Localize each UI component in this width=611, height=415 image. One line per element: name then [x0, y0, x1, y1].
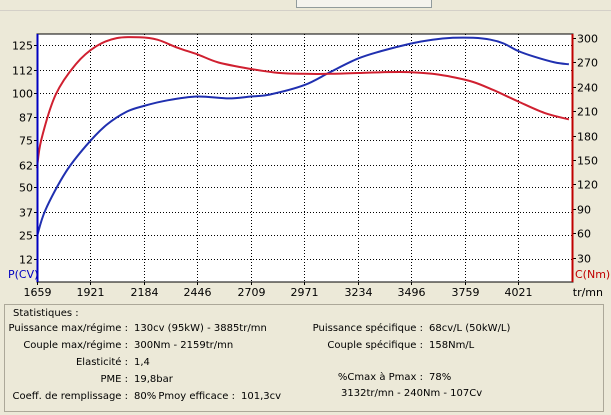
stat-label: Puissance spécifique :	[312, 323, 423, 334]
stat-label: Puissance max/régime :	[8, 323, 128, 334]
y-left-tick-label: 12	[19, 254, 33, 267]
x-tick-label: 2971	[291, 286, 319, 299]
stat-value: 1,4	[134, 357, 150, 368]
stat-row-left-4: Coeff. de remplissage : 80% Pmoy efficac…	[5, 391, 305, 405]
x-tick-label: 4021	[505, 286, 533, 299]
x-tick-label: 3496	[398, 286, 426, 299]
stat-label: Elasticité :	[75, 357, 128, 368]
y-left-tick-label: 112	[12, 65, 33, 78]
stat-value: 19,8bar	[134, 374, 173, 385]
y-right-tick-label: 300	[577, 33, 598, 46]
stat-row-right-3: 3132tr/mn - 240Nm - 107Cv	[305, 388, 601, 402]
y-right-tick-label: 30	[577, 253, 591, 266]
y-left-tick-label: 37	[19, 207, 33, 220]
y-right-tick-label: 210	[577, 106, 598, 119]
stat-label: Couple spécifique :	[327, 340, 423, 351]
stat-value: 158Nm/L	[429, 340, 475, 351]
x-tick-label: 2709	[238, 286, 266, 299]
x-tick-label: 1659	[24, 286, 52, 299]
y-left-tick-label: 25	[19, 230, 33, 243]
stat-value-extra: 3132tr/mn - 240Nm - 107Cv	[341, 388, 483, 399]
stat-value: 300Nm - 2159tr/mn	[134, 340, 234, 351]
stat-row-left-3: PME : 19,8bar	[5, 374, 305, 388]
y-right-tick-label: 90	[577, 204, 591, 217]
x-tick-label: 2446	[184, 286, 212, 299]
y-right-tick-label: 240	[577, 82, 598, 95]
stat-row-right-2: %Cmax à Pmax : 78%	[305, 372, 601, 386]
stat-value: 68cv/L (50kW/L)	[429, 323, 511, 334]
x-tick-label: 1921	[77, 286, 105, 299]
y-right-tick-label: 150	[577, 155, 598, 168]
dyno-chart: 12 25 37 50 62 75 87 100 112 125 30 60 90 120 150 180 21…	[8, 33, 610, 300]
stat-value: 130cv (95kW) - 3885tr/mn	[134, 323, 267, 334]
stat-label: Couple max/régime :	[23, 340, 128, 351]
stat-label: Coeff. de remplissage :	[12, 391, 128, 402]
x-tick-label: 3234	[345, 286, 373, 299]
pmoy-value: 101,3cv	[241, 391, 282, 402]
stat-value: 78%	[429, 372, 452, 383]
y-left-tick-label: 50	[19, 182, 33, 195]
y-left-tick-label: 62	[19, 160, 33, 173]
y-right-tick-label: 60	[577, 228, 591, 241]
stat-row-left-2: Elasticité : 1,4	[5, 357, 305, 371]
y-left-tick-label: 87	[19, 112, 33, 125]
y-left-tick-label: 125	[12, 40, 33, 53]
stat-value: 80%	[134, 391, 157, 402]
chart-panel: 12 25 37 50 62 75 87 100 112 125 30 60 90 120 150 180 21…	[0, 26, 611, 300]
power-curve	[36, 36, 570, 237]
y-left-tick-label: 100	[12, 88, 33, 101]
y-right-tick-label: 270	[577, 57, 598, 70]
y-left-tick-label: 75	[19, 135, 33, 148]
top-tab[interactable]	[296, 0, 432, 8]
stat-label: %Cmax à Pmax :	[337, 372, 423, 383]
x-tick-label: 3759	[452, 286, 480, 299]
y-right-axis-title: C(Nm)	[575, 268, 610, 281]
stat-row-left-1: Couple max/régime : 300Nm - 2159tr/mn	[5, 340, 305, 354]
stat-row-right-1: Couple spécifique : 158Nm/L	[305, 340, 601, 354]
x-tick-label: 2184	[131, 286, 159, 299]
stat-row-left-0: Puissance max/régime : 130cv (95kW) - 38…	[5, 323, 305, 337]
statistics-title: Statistiques :	[13, 308, 79, 319]
x-axis-title: tr/mn	[573, 286, 603, 299]
stat-label: PME :	[100, 374, 128, 385]
pmoy-label: Pmoy efficace :	[158, 391, 235, 402]
y-left-axis-title: P(CV)	[8, 268, 38, 281]
torque-curve	[36, 36, 570, 169]
statistics-panel: Statistiques : Puissance max/régime : 13…	[4, 304, 604, 412]
y-right-tick-label: 120	[577, 179, 598, 192]
stat-row-right-0: Puissance spécifique : 68cv/L (50kW/L)	[305, 323, 601, 337]
y-right-tick-label: 180	[577, 131, 598, 144]
